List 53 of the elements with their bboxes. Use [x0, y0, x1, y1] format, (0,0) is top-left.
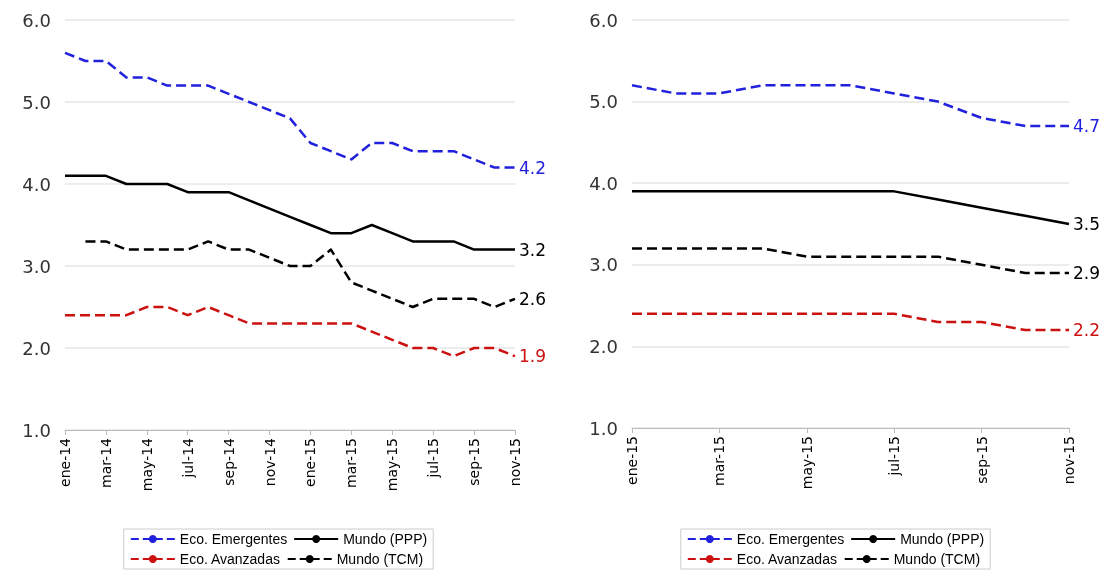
y-tick-label: 2.0 — [589, 335, 618, 357]
x-tick-label: sep-14 — [220, 437, 237, 486]
x-tick-label: may-15 — [384, 438, 401, 492]
x-tick-label: mar-15 — [343, 438, 360, 488]
legend-label: Eco. Emergentes — [736, 531, 845, 547]
x-tick-label: nov-14 — [261, 437, 278, 487]
legend-label: Mundo (TCM) — [336, 551, 424, 567]
x-tick-label: ene-14 — [57, 437, 73, 487]
x-tick-label: nov-15 — [507, 438, 523, 487]
x-tick-label: ene-15 — [302, 438, 319, 487]
legend-label: Mundo (PPP) — [900, 531, 985, 547]
line-series — [63, 305, 517, 358]
data-label: 1.9 — [519, 346, 547, 367]
line-series — [630, 247, 1071, 275]
x-tick-label: jul-15 — [425, 438, 442, 479]
y-tick-label: 4.0 — [589, 172, 618, 194]
y-tick-label: 1.0 — [589, 417, 618, 439]
y-tick-label: 6.0 — [22, 9, 51, 31]
data-label: 4.2 — [519, 157, 547, 178]
data-label: 2.2 — [1073, 320, 1101, 341]
data-label: 2.6 — [519, 288, 547, 309]
y-tick-label: 4.0 — [22, 173, 51, 195]
x-tick-label: mar-15 — [711, 436, 728, 486]
x-tick-label: jul-14 — [179, 437, 196, 479]
x-tick-label: sep-15 — [466, 438, 483, 486]
x-tick-label: may-15 — [798, 436, 815, 490]
y-tick-label: 6.0 — [589, 9, 618, 31]
x-tick-label: nov-15 — [1061, 436, 1077, 485]
data-label: 4.7 — [1073, 116, 1101, 137]
legend-label: Mundo (TCM) — [893, 551, 981, 567]
x-tick-label: may-14 — [138, 437, 155, 492]
x-tick-label: mar-14 — [97, 437, 114, 488]
x-tick-label: sep-15 — [973, 436, 990, 484]
legend-label: Eco. Emergentes — [179, 531, 288, 547]
data-label: 3.5 — [1073, 214, 1101, 234]
y-tick-label: 3.0 — [22, 255, 51, 277]
legend-label: Eco. Avanzadas — [736, 551, 837, 567]
line-series — [63, 51, 517, 169]
line-series — [84, 240, 517, 309]
line-series — [630, 84, 1071, 128]
y-tick-label: 2.0 — [22, 337, 51, 359]
data-label: 3.2 — [519, 239, 547, 260]
data-label: 2.9 — [1073, 262, 1101, 283]
y-tick-label: 5.0 — [589, 91, 618, 113]
line-series — [63, 174, 517, 251]
y-tick-label: 5.0 — [22, 91, 51, 113]
y-tick-label: 1.0 — [22, 419, 51, 441]
line-series — [630, 190, 1071, 226]
x-tick-label: ene-15 — [624, 436, 640, 485]
y-tick-label: 3.0 — [589, 254, 618, 276]
legend-label: Eco. Avanzadas — [179, 551, 280, 567]
x-tick-label: jul-15 — [886, 436, 903, 477]
legend-label: Mundo (PPP) — [343, 531, 428, 547]
